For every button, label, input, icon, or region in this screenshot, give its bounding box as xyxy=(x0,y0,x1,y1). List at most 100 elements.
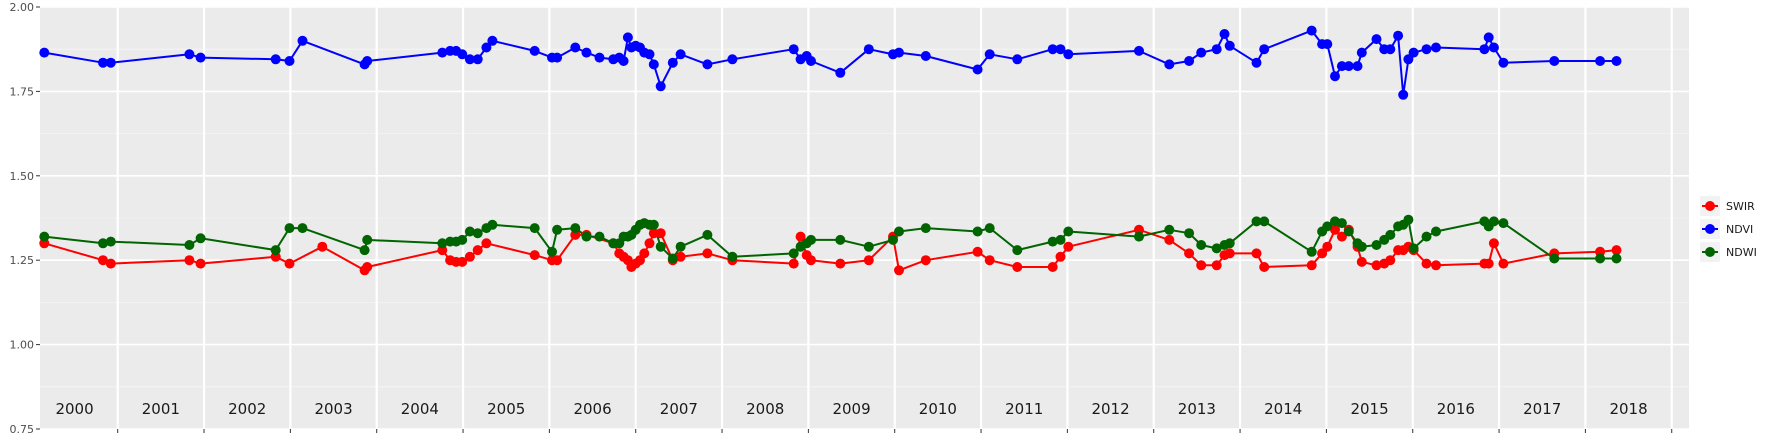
data-point-ndvi xyxy=(984,49,995,60)
data-point-ndwi xyxy=(39,231,50,242)
data-point-swir xyxy=(644,238,655,249)
data-point-swir xyxy=(1356,256,1367,267)
data-point-swir xyxy=(1483,258,1494,269)
data-point-ndwi xyxy=(457,234,468,245)
data-point-ndwi xyxy=(835,234,846,245)
data-point-ndwi xyxy=(1408,243,1419,254)
data-point-ndvi xyxy=(1259,44,1270,55)
data-point-swir xyxy=(1224,248,1235,259)
data-point-ndvi xyxy=(1211,44,1222,55)
year-label: 2014 xyxy=(1264,400,1302,418)
data-point-ndvi xyxy=(1224,40,1235,51)
y-tick-label: 1.00 xyxy=(10,339,35,352)
data-point-ndwi xyxy=(1549,253,1560,264)
data-point-ndvi xyxy=(1352,61,1363,72)
data-point-ndvi xyxy=(1336,61,1347,72)
x-axis xyxy=(117,429,1673,433)
data-point-ndwi xyxy=(487,219,498,230)
data-point-ndwi xyxy=(1371,240,1382,250)
data-point-ndvi xyxy=(1055,44,1066,55)
data-point-ndwi xyxy=(667,253,678,264)
data-point-swir xyxy=(1498,258,1509,269)
data-point-swir xyxy=(1012,262,1023,272)
data-point-ndwi xyxy=(1498,218,1509,229)
y-axis: 0.75 1.00 1.25 1.50 1.75 2.00 xyxy=(10,1,40,436)
year-label: 2011 xyxy=(1005,400,1043,418)
y-tick-label: 1.75 xyxy=(10,85,35,98)
data-point-ndwi xyxy=(1224,238,1235,249)
data-point-ndvi xyxy=(727,54,738,65)
data-point-swir xyxy=(795,231,806,242)
data-point-ndwi xyxy=(655,241,666,252)
data-point-swir xyxy=(655,228,666,239)
y-tick-label: 2.00 xyxy=(10,1,35,14)
data-point-swir xyxy=(1196,260,1207,271)
data-point-swir xyxy=(552,255,563,266)
minor-gridlines xyxy=(40,48,1689,388)
data-point-ndwi xyxy=(702,229,713,240)
data-point-swir xyxy=(105,258,116,269)
data-point-swir xyxy=(639,248,650,259)
data-point-ndvi xyxy=(1047,44,1058,55)
data-point-ndwi xyxy=(1196,240,1207,250)
data-point-swir xyxy=(481,238,492,249)
data-point-ndvi xyxy=(1134,45,1144,56)
year-label: 2013 xyxy=(1178,400,1216,418)
data-point-ndvi xyxy=(972,64,983,75)
legend-label: NDWI xyxy=(1726,246,1757,259)
legend-key-ndwi xyxy=(1705,247,1715,257)
data-point-swir xyxy=(788,258,799,269)
data-point-swir xyxy=(529,250,540,261)
data-point-ndwi xyxy=(581,231,592,242)
data-point-ndvi xyxy=(481,42,492,53)
data-point-ndwi xyxy=(570,223,581,234)
data-point-ndwi xyxy=(1488,216,1499,227)
data-point-ndvi xyxy=(788,44,799,55)
y-tick-label: 0.75 xyxy=(10,423,35,436)
data-point-ndvi xyxy=(487,35,498,46)
legend: SWIR NDVI NDWI xyxy=(1700,196,1757,262)
data-point-swir xyxy=(472,245,483,256)
data-point-swir xyxy=(984,255,995,266)
data-point-ndvi xyxy=(284,56,295,66)
year-label: 2005 xyxy=(487,400,525,418)
data-point-swir xyxy=(464,251,475,262)
data-point-ndvi xyxy=(702,59,713,70)
data-point-ndvi xyxy=(594,52,605,63)
data-point-swir xyxy=(1055,251,1066,262)
data-point-ndvi xyxy=(581,47,592,58)
data-point-swir xyxy=(920,255,931,266)
data-point-ndvi xyxy=(1431,42,1441,53)
data-point-ndwi xyxy=(362,234,373,245)
data-point-swir xyxy=(1251,248,1262,259)
data-point-swir xyxy=(457,256,468,267)
data-point-ndvi xyxy=(552,52,563,63)
data-point-ndvi xyxy=(618,56,629,66)
data-point-ndvi xyxy=(529,45,540,56)
data-point-ndwi xyxy=(1211,243,1222,254)
data-point-ndvi xyxy=(1421,44,1432,55)
data-point-ndvi xyxy=(1164,59,1175,70)
data-point-swir xyxy=(806,255,816,266)
data-point-ndwi xyxy=(359,245,370,256)
data-point-ndvi xyxy=(362,56,373,66)
data-point-ndvi xyxy=(1398,89,1409,100)
year-label: 2007 xyxy=(660,400,698,418)
data-point-ndwi xyxy=(888,234,898,245)
series-points xyxy=(39,25,1622,276)
data-point-ndwi xyxy=(1184,228,1195,239)
data-point-ndvi xyxy=(1611,56,1622,66)
data-point-ndvi xyxy=(920,51,931,61)
year-label: 2018 xyxy=(1609,400,1647,418)
data-point-ndwi xyxy=(594,231,605,242)
data-point-ndwi xyxy=(464,226,475,237)
data-point-ndwi xyxy=(529,223,540,234)
year-label: 2002 xyxy=(228,400,266,418)
data-point-ndvi xyxy=(1408,47,1419,58)
data-point-swir xyxy=(1330,224,1340,235)
year-label: 2012 xyxy=(1091,400,1129,418)
data-point-swir xyxy=(1164,234,1175,245)
data-point-ndvi xyxy=(806,56,816,66)
data-point-ndvi xyxy=(472,54,483,65)
